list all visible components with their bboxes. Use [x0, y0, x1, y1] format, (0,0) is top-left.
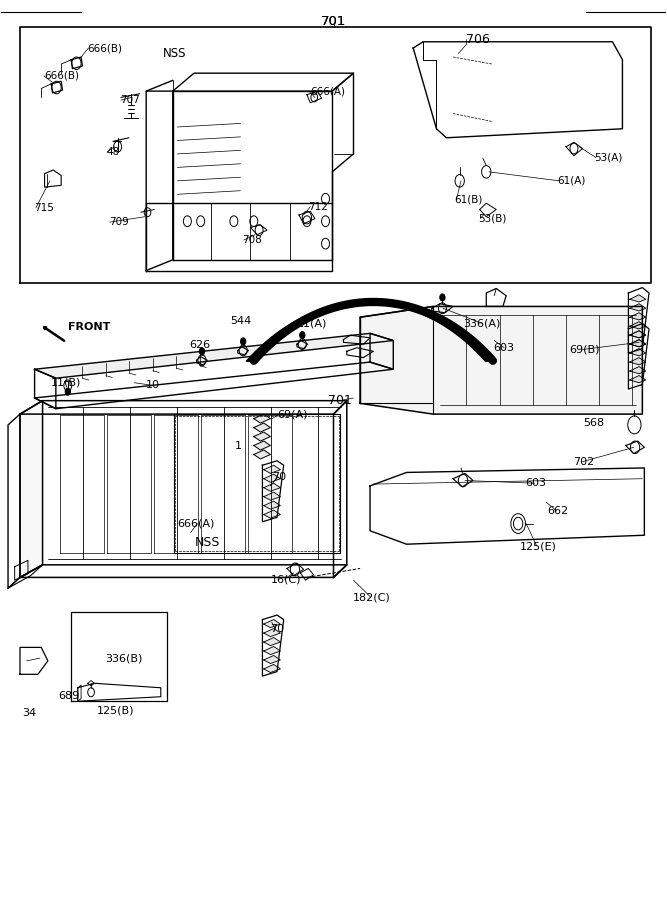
Text: 701: 701	[321, 14, 346, 28]
Text: 544: 544	[230, 316, 251, 326]
Text: 16(C): 16(C)	[270, 574, 301, 584]
Polygon shape	[253, 423, 270, 432]
Polygon shape	[630, 339, 646, 346]
Polygon shape	[630, 330, 646, 338]
Circle shape	[65, 388, 71, 395]
Text: 61(A): 61(A)	[558, 176, 586, 185]
Text: 712: 712	[308, 202, 328, 211]
Text: 53(A): 53(A)	[594, 152, 623, 163]
Text: 70: 70	[272, 472, 286, 482]
Polygon shape	[253, 441, 270, 450]
Text: 182(C): 182(C)	[353, 592, 391, 602]
Text: 666(A): 666(A)	[177, 518, 215, 528]
Text: 48: 48	[106, 147, 119, 158]
Text: 1: 1	[235, 440, 242, 451]
Polygon shape	[263, 637, 280, 645]
Polygon shape	[253, 414, 270, 423]
Text: FRONT: FRONT	[68, 322, 110, 332]
Text: 336(A): 336(A)	[464, 319, 501, 328]
Circle shape	[299, 331, 305, 338]
Text: 662: 662	[548, 506, 568, 516]
Text: 666(B): 666(B)	[88, 43, 123, 53]
Polygon shape	[263, 492, 280, 500]
Polygon shape	[630, 321, 646, 328]
Text: 69(B): 69(B)	[570, 345, 600, 355]
Polygon shape	[630, 375, 646, 382]
Polygon shape	[630, 348, 646, 356]
Circle shape	[514, 518, 523, 530]
Polygon shape	[263, 474, 280, 482]
Text: 11(B): 11(B)	[51, 378, 81, 388]
Text: 568: 568	[584, 418, 604, 428]
Text: 11(A): 11(A)	[297, 319, 327, 328]
Polygon shape	[263, 619, 280, 627]
Polygon shape	[263, 510, 280, 518]
Text: 709: 709	[109, 217, 129, 227]
Text: NSS: NSS	[195, 536, 220, 549]
Text: 125(E): 125(E)	[520, 541, 556, 551]
Text: 715: 715	[35, 202, 55, 212]
Text: 708: 708	[242, 235, 261, 245]
Text: 603: 603	[494, 343, 515, 353]
Text: 666(A): 666(A)	[310, 86, 346, 96]
Polygon shape	[630, 295, 646, 302]
Polygon shape	[263, 465, 280, 473]
Text: 34: 34	[22, 708, 36, 718]
Text: 706: 706	[466, 32, 490, 46]
Text: 69(A): 69(A)	[277, 410, 307, 419]
Polygon shape	[630, 330, 646, 338]
Text: 707: 707	[119, 95, 139, 105]
Polygon shape	[263, 664, 280, 672]
Text: 70: 70	[270, 625, 284, 634]
Text: NSS: NSS	[163, 47, 186, 60]
Polygon shape	[35, 333, 394, 378]
Text: 603: 603	[526, 478, 546, 488]
Circle shape	[199, 347, 205, 355]
Polygon shape	[263, 483, 280, 491]
Text: 53(B): 53(B)	[478, 213, 507, 223]
Polygon shape	[263, 655, 280, 663]
Text: 666(B): 666(B)	[45, 71, 79, 81]
Text: 61(B): 61(B)	[454, 194, 483, 204]
Polygon shape	[263, 501, 280, 509]
Polygon shape	[630, 366, 646, 373]
Text: 701: 701	[321, 14, 346, 28]
Polygon shape	[630, 304, 646, 310]
Polygon shape	[253, 450, 270, 459]
Polygon shape	[630, 339, 646, 346]
Text: 336(B): 336(B)	[105, 653, 143, 663]
Text: 689: 689	[59, 691, 80, 701]
Text: 626: 626	[189, 340, 210, 350]
Polygon shape	[20, 400, 43, 578]
Text: 10: 10	[146, 381, 160, 391]
Text: 702: 702	[573, 456, 594, 467]
Polygon shape	[263, 646, 280, 654]
Polygon shape	[630, 312, 646, 319]
Text: 125(B): 125(B)	[97, 706, 134, 716]
Polygon shape	[360, 306, 642, 414]
Text: 701: 701	[328, 394, 352, 407]
Circle shape	[440, 294, 445, 302]
Circle shape	[241, 338, 246, 345]
Polygon shape	[630, 357, 646, 364]
Polygon shape	[253, 432, 270, 441]
Polygon shape	[263, 628, 280, 636]
